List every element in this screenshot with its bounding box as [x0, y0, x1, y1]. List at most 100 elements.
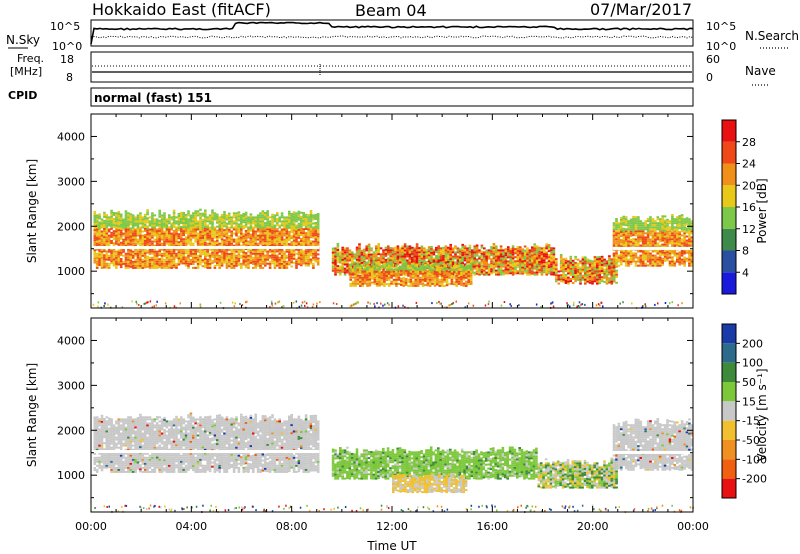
power-echo-cell: [668, 228, 672, 231]
power-echo-cell: [511, 269, 515, 272]
power-echo-cell: [487, 265, 491, 268]
power-echo-cell: [280, 244, 284, 247]
power-echo-cell: [485, 255, 488, 258]
power-echo-cell: [448, 274, 451, 277]
power-echo-cell: [615, 275, 618, 278]
power-echo-cell: [457, 282, 461, 285]
power-echo-cell: [307, 216, 310, 219]
power-echo-cell: [307, 232, 310, 235]
power-echo-cell: [131, 228, 135, 231]
power-echo-cell: [211, 211, 214, 214]
power-echo-cell: [598, 268, 602, 271]
power-echo-cell: [421, 276, 425, 279]
power-echo-cell: [584, 258, 587, 261]
power-echo-cell: [110, 221, 113, 224]
power-echo-cell: [632, 222, 635, 224]
power-echo-cell: [442, 252, 445, 255]
power-echo-cell: [678, 259, 681, 262]
power-echo-cell: [199, 261, 202, 264]
power-echo-cell: [127, 228, 130, 231]
power-echo-cell: [112, 218, 116, 220]
power-echo-cell: [182, 256, 185, 259]
power-echo-cell: [235, 216, 238, 219]
power-echo-cell: [372, 251, 376, 254]
power-echo-cell: [424, 265, 427, 268]
power-echo-cell: [608, 265, 611, 268]
power-echo-cell: [192, 262, 195, 265]
power-echo-cell: [459, 260, 462, 263]
power-echo-cell: [129, 213, 133, 216]
power-echo-cell: [163, 248, 166, 251]
power-echo-cell: [366, 262, 369, 265]
power-echo-cell: [112, 236, 116, 239]
power-echo-cell: [467, 262, 470, 265]
power-echo-cell: [574, 257, 577, 260]
power-echo-cell: [146, 231, 149, 234]
power-echo-cell: [180, 254, 183, 257]
power-echo-cell: [283, 234, 286, 237]
power-echo-cell: [280, 234, 284, 237]
power-echo-cell: [555, 266, 558, 269]
power-echo-cell: [254, 266, 257, 269]
power-echo-cell: [624, 218, 628, 221]
power-echo-cell: [146, 221, 149, 224]
power-echo-cell: [172, 248, 176, 251]
power-echo-cell: [343, 259, 347, 262]
power-echo-cell: [356, 276, 360, 279]
power-echo-cell: [543, 247, 546, 249]
power-echo-cell: [423, 257, 426, 260]
power-echo-cell: [676, 244, 679, 247]
power-echo-cell: [431, 264, 434, 267]
power-echo-cell: [266, 250, 269, 253]
power-echo-cell: [115, 212, 118, 215]
power-echo-cell: [252, 216, 255, 219]
power-echo-cell: [273, 256, 277, 259]
power-echo-cell: [218, 222, 221, 225]
power-echo-cell: [264, 214, 267, 217]
power-echo-cell: [117, 217, 121, 220]
power-echo-cell: [153, 234, 157, 237]
power-echo-cell: [421, 274, 425, 277]
power-echo-cell: [356, 272, 360, 275]
power-echo-cell: [545, 247, 548, 250]
power-echo-cell: [588, 281, 592, 284]
power-echo-cell: [397, 274, 401, 277]
power-echo-cell: [639, 232, 643, 235]
power-echo-cell: [213, 234, 217, 237]
power-echo-cell: [247, 254, 250, 257]
power-echo-cell: [312, 248, 315, 251]
power-echo-cell: [307, 258, 310, 261]
power-echo-cell: [497, 259, 500, 262]
power-echo-cell: [384, 248, 388, 251]
power-echo-cell: [584, 256, 587, 259]
power-echo-cell: [461, 254, 464, 256]
power-echo-cell: [480, 268, 484, 271]
power-echo-cell: [603, 270, 606, 273]
power-echo-cell: [431, 280, 434, 283]
power-echo-cell: [562, 266, 565, 269]
power-echo-cell: [620, 251, 623, 254]
power-echo-cell: [385, 266, 389, 269]
power-echo-cell: [421, 270, 425, 273]
power-echo-cell: [213, 260, 217, 263]
power-echo-cell: [139, 266, 142, 269]
power-echo-cell: [264, 258, 267, 261]
power-echo-cell: [387, 274, 391, 277]
power-echo-cell: [172, 217, 176, 220]
power-echo-cell: [671, 258, 674, 261]
power-echo-cell: [359, 284, 362, 287]
power-echo-cell: [400, 273, 403, 276]
power-echo-cell: [620, 253, 623, 256]
power-echo-cell: [153, 224, 157, 227]
power-echo-cell: [180, 220, 183, 222]
power-echo-cell: [535, 255, 539, 258]
power-echo-cell: [444, 245, 448, 248]
power-echo-cell: [165, 220, 169, 223]
power-echo-cell: [608, 271, 611, 274]
power-echo-cell: [292, 227, 296, 230]
power-echo-cell: [531, 250, 534, 253]
power-echo-cell: [395, 274, 398, 277]
power-echo-cell: [409, 276, 413, 279]
power-echo-cell: [671, 250, 674, 253]
power-echo-cell: [627, 232, 630, 235]
